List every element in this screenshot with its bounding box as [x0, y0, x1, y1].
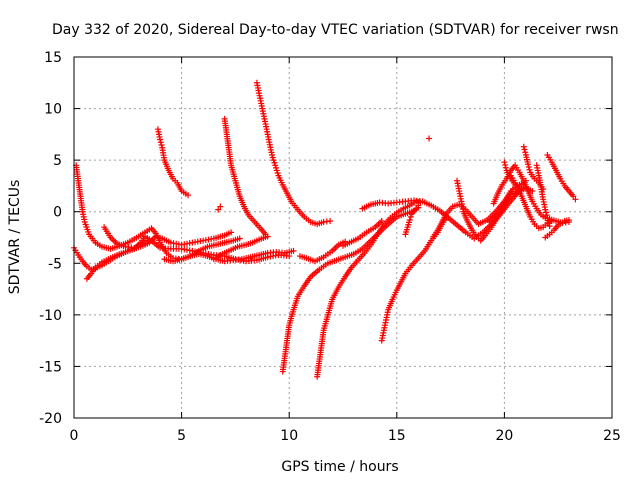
- x-tick-label: 25: [603, 428, 621, 444]
- data-point: [217, 203, 224, 210]
- series-trace-11: [279, 204, 422, 375]
- series-trace-12: [314, 198, 424, 380]
- data-point: [518, 183, 525, 190]
- tick-labels: 0 5 10 15 20 25 -20 -15 -10 -5 0 5 10 15: [39, 50, 621, 444]
- series-trace-4: [101, 224, 151, 251]
- y-tick-label: -10: [39, 308, 62, 324]
- data-point: [144, 237, 151, 244]
- data-point: [572, 196, 579, 203]
- x-tick-label: 10: [280, 428, 298, 444]
- data-point: [327, 217, 334, 224]
- data-point: [415, 202, 422, 209]
- series-trace-7: [210, 233, 271, 263]
- data-point: [544, 214, 551, 221]
- data-point: [502, 161, 509, 168]
- x-axis-label: GPS time / hours: [281, 459, 398, 475]
- data-point: [526, 166, 533, 173]
- series-trace-26: [544, 151, 579, 203]
- series-trace-14: [340, 217, 385, 249]
- data-point: [570, 193, 577, 200]
- data-point: [543, 209, 550, 216]
- x-tick-label: 0: [70, 428, 79, 444]
- data-point: [525, 161, 532, 168]
- data-point: [545, 220, 552, 227]
- y-tick-label: -20: [39, 411, 62, 427]
- data-point: [236, 235, 243, 242]
- data-point: [501, 159, 508, 166]
- series-trace-17: [402, 202, 422, 238]
- data-point: [378, 217, 385, 224]
- data-point: [157, 136, 164, 143]
- series-trace-27: [542, 216, 572, 241]
- data-point: [546, 223, 553, 230]
- data-point: [290, 247, 297, 254]
- chart-title: Day 332 of 2020, Sidereal Day-to-day VTE…: [52, 22, 619, 38]
- data-point: [522, 177, 529, 184]
- series-trace-5: [154, 126, 192, 199]
- series-trace-25: [533, 162, 553, 230]
- y-tick-label: -5: [48, 256, 62, 272]
- series-trace-8: [221, 115, 269, 238]
- data-point: [545, 217, 552, 224]
- data-point: [520, 143, 527, 150]
- series-trace-18: [426, 135, 433, 142]
- data-point: [525, 164, 532, 171]
- data-point: [522, 149, 529, 156]
- series-trace-16: [378, 214, 450, 344]
- y-axis-label: SDTVAR / TECUs: [7, 180, 23, 295]
- data-point: [262, 231, 269, 238]
- data-point: [228, 229, 235, 236]
- data-point: [543, 212, 550, 219]
- x-tick-label: 20: [495, 428, 513, 444]
- data-point: [413, 205, 420, 212]
- data-point: [565, 216, 572, 223]
- series-trace-20: [454, 177, 517, 244]
- data-marks: [71, 79, 579, 380]
- series-trace-28: [486, 183, 525, 226]
- series-trace-6: [161, 247, 297, 265]
- axis-ticks: [73, 56, 613, 419]
- plot-frame: [73, 56, 613, 419]
- x-tick-label: 5: [177, 428, 186, 444]
- data-point: [406, 216, 413, 223]
- data-point: [157, 139, 164, 146]
- data-point: [158, 142, 165, 149]
- y-tick-label: 0: [53, 205, 62, 221]
- series-trace-13: [296, 238, 349, 265]
- data-point: [542, 206, 549, 213]
- data-point: [510, 186, 517, 193]
- data-point: [215, 206, 222, 213]
- data-point: [502, 164, 509, 171]
- series-trace-9: [215, 203, 224, 213]
- series-trace-10: [253, 79, 334, 228]
- data-point: [426, 135, 433, 142]
- grid: [74, 57, 612, 418]
- data-point: [521, 146, 528, 153]
- y-tick-label: 15: [44, 50, 62, 66]
- x-tick-label: 15: [388, 428, 406, 444]
- data-point: [407, 213, 414, 220]
- series-trace-21: [490, 162, 572, 227]
- y-tick-label: -15: [39, 359, 62, 375]
- data-point: [185, 192, 192, 199]
- y-tick-label: 5: [53, 153, 62, 169]
- y-tick-label: 10: [44, 102, 62, 118]
